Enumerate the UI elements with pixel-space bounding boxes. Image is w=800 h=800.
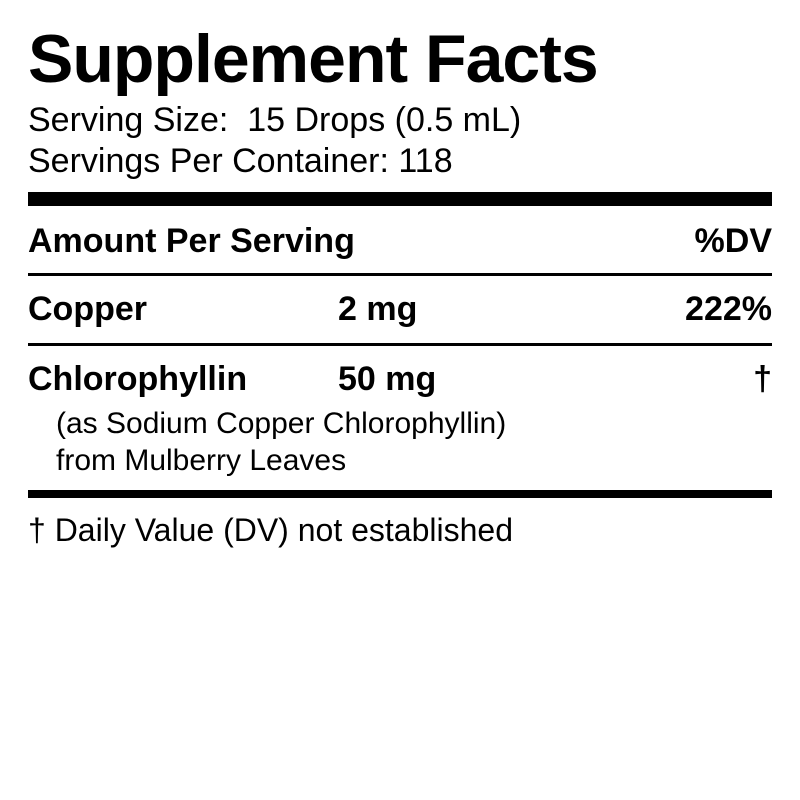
servings-per-container-label: Servings Per Container: — [28, 142, 389, 180]
nutrient-dv: 222% — [518, 290, 772, 329]
nutrient-row-chlorophyllin: Chlorophyllin 50 mg † — [28, 350, 772, 409]
serving-size-label: Serving Size: — [28, 101, 228, 139]
nutrient-row-copper: Copper 2 mg 222% — [28, 280, 772, 339]
nutrient-sub-info: (as Sodium Copper Chlorophyllin)from Mul… — [28, 405, 772, 480]
header-dv: %DV — [695, 222, 772, 261]
serving-info: Serving Size: 15 Drops (0.5 mL) Servings… — [28, 100, 772, 182]
footnote: † Daily Value (DV) not established — [28, 512, 772, 549]
nutrient-name: Chlorophyllin — [28, 360, 338, 399]
column-header-row: Amount Per Serving %DV — [28, 214, 772, 269]
servings-per-container-value: 118 — [398, 142, 452, 180]
nutrient-amount: 2 mg — [338, 290, 518, 329]
rule-thick-top — [28, 192, 772, 206]
header-amount: Amount Per Serving — [28, 222, 355, 261]
servings-per-container-line: Servings Per Container: 118 — [28, 141, 772, 182]
nutrient-amount: 50 mg — [338, 360, 518, 399]
rule-thin-1 — [28, 273, 772, 276]
nutrient-dv: † — [518, 360, 772, 399]
serving-size-value: 15 Drops (0.5 mL) — [247, 101, 521, 139]
nutrient-name: Copper — [28, 290, 338, 329]
panel-title: Supplement Facts — [28, 20, 772, 98]
rule-thin-2 — [28, 343, 772, 346]
serving-size-line: Serving Size: 15 Drops (0.5 mL) — [28, 100, 772, 141]
rule-medium-bottom — [28, 490, 772, 498]
